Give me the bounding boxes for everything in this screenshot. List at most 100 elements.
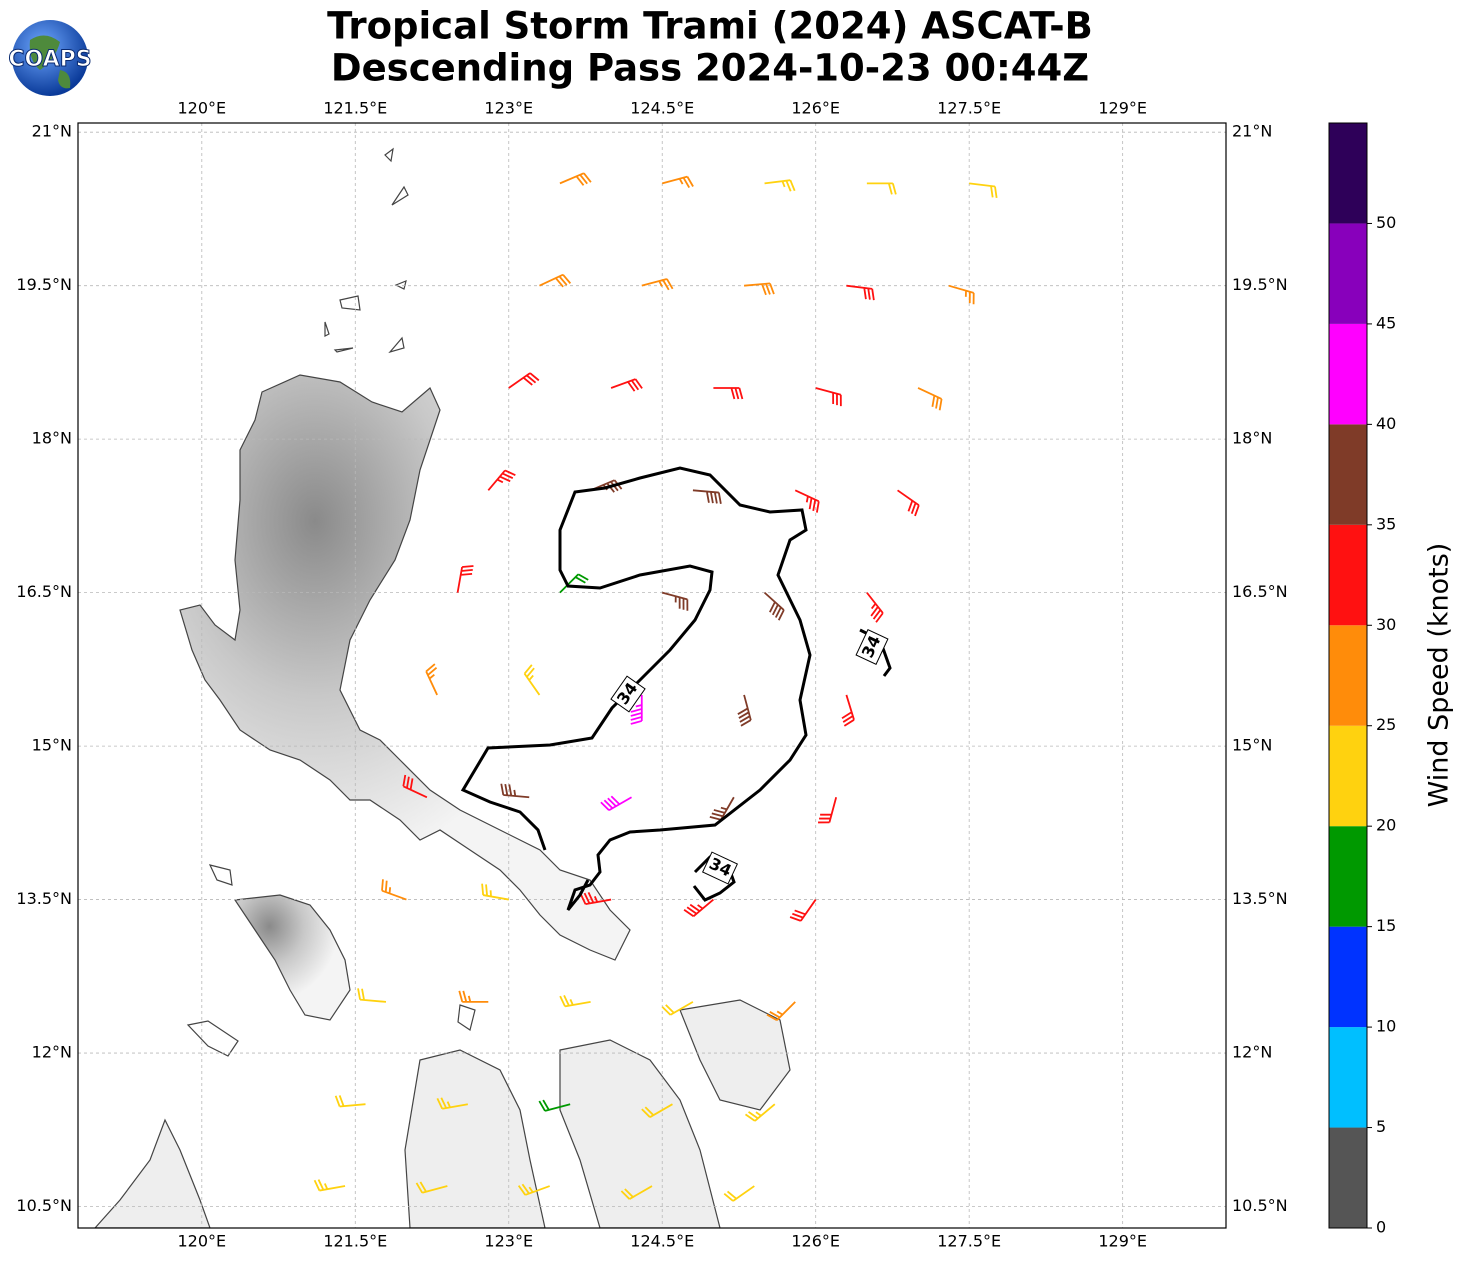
x-tick-label: 127.5°E [937,99,1001,118]
wind-barb [744,1103,776,1122]
wind-barb [357,988,387,1003]
colorbar-segment [1329,123,1367,224]
y-tick-label: 10.5°N [16,1196,72,1215]
wind-barb [481,883,509,901]
x-tick-label: 126°E [791,1232,840,1251]
land [94,999,791,1228]
grid [78,123,1226,1228]
colorbar-label: Wind Speed (knots) [1424,543,1455,808]
x-tick-label: 121.5°E [323,1232,387,1251]
colorbar-tick-label: 15 [1376,916,1396,935]
x-tick-label: 127.5°E [937,1232,1001,1251]
wind-barb [846,284,875,301]
wind-barb [763,591,785,621]
wind-barb [794,489,820,513]
logo: COAPS [8,20,92,96]
y-tick-label: 15°N [32,736,72,755]
wind-barb [508,372,540,389]
colorbar-segment [1329,524,1367,626]
wind-barb [764,179,796,192]
colorbar-segment [1329,1027,1367,1128]
colorbar-tick-label: 10 [1376,1017,1396,1036]
y-tick-label: 12°N [32,1043,72,1062]
wind-barb [539,273,572,288]
wind-barb [723,1185,755,1202]
land [233,894,351,1021]
wind-barb [841,694,855,727]
colorbar-segment [1329,223,1367,324]
wind-barb [500,783,530,799]
y-tick-label: 18°N [1232,429,1272,448]
wind-barb [709,796,735,821]
colorbar-tick-label: 35 [1376,514,1396,533]
wind-barb [866,592,884,623]
y-tick-label: 10.5°N [1232,1196,1288,1215]
y-tick-label: 15°N [1232,736,1272,755]
colorbar-segment [1329,424,1367,525]
colorbar-segment [1329,1127,1367,1228]
colorbar-tick-label: 20 [1376,816,1396,835]
y-tick-label: 16.5°N [16,582,72,601]
colorbar-segment [1329,826,1367,927]
wind-barb [737,694,752,727]
y-tick-label: 21°N [1232,122,1272,141]
wind-barb [579,891,612,905]
land [179,374,631,961]
wind-barb [610,378,643,392]
wind-barb [402,774,428,799]
wind-barb [917,387,943,411]
colorbar-segment [1329,625,1367,726]
y-tick-label: 16.5°N [1232,582,1288,601]
x-tick-label: 123°E [484,1232,533,1251]
x-tick-label: 129°E [1098,99,1147,118]
wind-barb [600,795,632,812]
wind-barb [897,489,920,517]
wind-barb [559,573,589,594]
wind-barb [559,995,591,1008]
colorbar-frame [1328,122,1368,1229]
colorbar-tick-label: 45 [1376,313,1396,332]
wind-barb [630,694,643,725]
wind-barb [456,565,474,593]
wind-barb [559,172,592,186]
wind-barb [641,278,674,291]
wind-barb [425,663,438,696]
wind-barb [661,1001,694,1016]
colorbar-tick-label: 40 [1376,414,1396,433]
logo-text: COAPS [8,47,91,72]
wind-barb [334,1095,366,1108]
wind-barb [458,990,489,1003]
wind-barb [866,182,897,195]
wind-barb [313,1179,346,1192]
colorbar: 0 5 10 15 20 25 30 35 40 45 50 [1328,122,1396,1237]
wind-barb [381,879,407,901]
wind-barb [789,899,817,922]
wind-barb [517,1183,550,1196]
wind-barb [661,591,689,611]
wind-barb [692,489,722,504]
chart-title: Tropical Storm Trami (2024) ASCAT-B [327,5,1093,48]
wind-barb [661,175,694,188]
y-tick-label: 21°N [32,122,72,141]
x-tick-label: 120°E [177,1232,226,1251]
colorbar-tick-label: 5 [1376,1117,1386,1136]
wind-barb [487,469,516,491]
colorbar-tick-label: 50 [1376,213,1396,232]
wind-barb [683,898,714,918]
y-tick-label: 12°N [1232,1043,1272,1062]
wind-barb [641,1103,673,1118]
y-tick-label: 13.5°N [16,889,72,908]
wind-barb [766,1001,796,1022]
colorbar-segment [1329,323,1367,425]
colorbar-tick-label: 30 [1376,615,1396,634]
wind-barb [815,387,842,407]
map-frame [77,122,1227,1229]
colorbar-segment [1329,926,1367,1028]
wind-barb [948,284,975,305]
x-tick-label: 120°E [177,99,226,118]
barb-layer [313,172,998,1202]
wind-barb [415,1181,448,1194]
wind-barb [969,182,998,198]
wind-barb [620,1185,653,1200]
